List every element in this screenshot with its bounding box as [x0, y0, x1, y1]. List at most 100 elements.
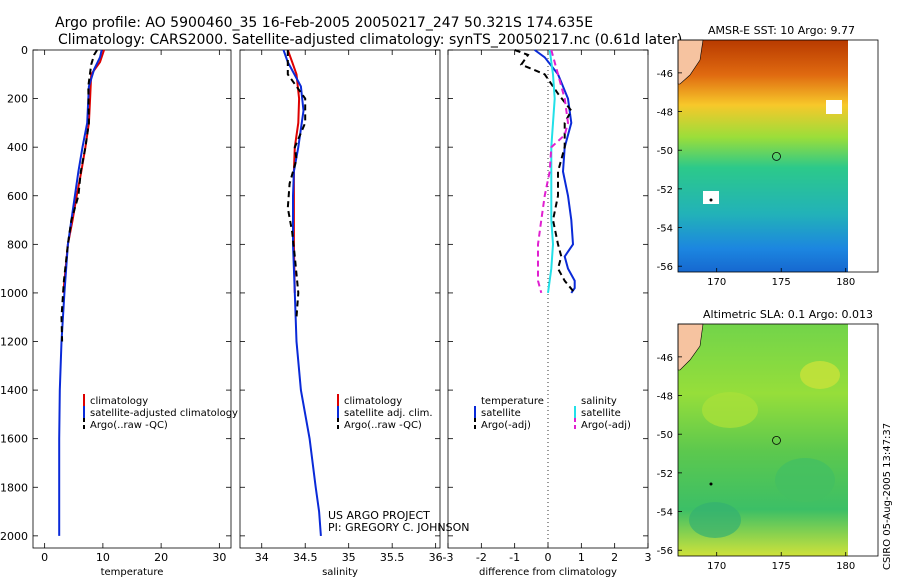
map-y-tick-label: -48: [657, 392, 673, 403]
x-tick-label: 0: [41, 551, 48, 564]
sla-anomaly: [775, 458, 835, 502]
map-x-tick-label: 180: [836, 277, 855, 288]
x-tick-label: -3: [443, 551, 454, 564]
map-x-tick-label: 170: [707, 561, 726, 572]
map-y-tick-label: -54: [657, 224, 673, 235]
salinity-panel: 34 34.5 35 35.5 36 salinity climatologysatelli…: [239, 49, 443, 578]
x-tick-label: 35: [342, 551, 356, 564]
legend-label: Argo(..raw -QC): [90, 420, 168, 431]
sla-map-frame: [677, 323, 879, 557]
difference-panel: -3 -2 -1 0 1 2 3 difference from climatology tem…: [443, 49, 652, 578]
y-tick-label: 1000: [0, 287, 28, 300]
x-tick-label: -2: [476, 551, 487, 564]
y-tick-label: 400: [7, 141, 28, 154]
map-y-tick-label: -50: [657, 430, 673, 441]
series-line-0: [62, 49, 105, 293]
sla-map: Altimetric SLA: 0.1 Argo: 0.013 170 175 18…: [657, 308, 879, 572]
x-tick-label: 20: [154, 551, 168, 564]
figure-title-line2: Climatology: CARS2000. Satellite-adjuste…: [58, 32, 682, 48]
map-x-tick-label: 175: [772, 277, 791, 288]
sst-nodata-patch: [826, 100, 842, 114]
credit-line2: PI: GREGORY C. JOHNSON: [328, 521, 469, 534]
sst-map: AMSR-E SST: 10 Argo: 9.77 170 175 180 -46 -4…: [657, 24, 879, 288]
map-y-tick-label: -46: [657, 69, 673, 80]
sla-nodata-strip: [848, 324, 878, 556]
legend-label: climatology: [344, 396, 402, 407]
sla-map-title: Altimetric SLA: 0.1 Argo: 0.013: [703, 308, 873, 321]
x-tick-label: 35.5: [380, 551, 405, 564]
x-tick-label: 36: [429, 551, 443, 564]
map-y-tick-label: -56: [657, 546, 673, 557]
legend-label: climatology: [90, 396, 148, 407]
side-timestamp: CSIRO 05-Aug-2005 13:47:37: [882, 423, 893, 570]
sst-map-frame: [677, 39, 879, 273]
map-y-tick-label: -56: [657, 262, 673, 273]
legend-label: satellite adj. clim.: [344, 408, 433, 419]
series-line-1: [514, 49, 576, 294]
map-x-tick-label: 180: [836, 561, 855, 572]
temperature-panel: 0 10 20 30 0 200 400 600 800 1000 1200 1400 1600 1800…: [0, 44, 238, 578]
map-y-tick-label: -52: [657, 185, 673, 196]
y-tick-label: 1800: [0, 481, 28, 494]
x-tick-label: 10: [96, 551, 110, 564]
y-tick-label: 0: [21, 44, 28, 57]
sla-island-dot: [709, 482, 713, 486]
legend-label: Argo(-adj): [581, 420, 631, 431]
legend-title: temperature: [481, 396, 544, 407]
sla-argo-marker: [772, 435, 781, 445]
series-line-2: [286, 50, 307, 318]
legend-title: salinity: [581, 396, 617, 407]
x-tick-label: -1: [509, 551, 520, 564]
x-tick-label: 1: [578, 551, 585, 564]
x-tick-label: 30: [212, 551, 226, 564]
x-tick-label: 34.5: [293, 551, 318, 564]
x-tick-label: 34: [255, 551, 269, 564]
sla-anomaly: [689, 502, 741, 538]
sla-map-ticks: 170 175 180 -46 -48 -50 -52 -54 -56: [657, 353, 856, 572]
y-tick-label: 600: [7, 190, 28, 203]
y-tick-label: 1200: [0, 336, 28, 349]
sst-argo-marker: [772, 151, 781, 161]
sst-map-title: AMSR-E SST: 10 Argo: 9.77: [708, 24, 855, 37]
legend-label: satellite-adjusted climatology: [90, 408, 238, 419]
y-tick-label: 1400: [0, 384, 28, 397]
x-axis-label: temperature: [101, 567, 164, 578]
series-line-3: [537, 49, 570, 294]
x-tick-label: 3: [645, 551, 652, 564]
credit-line1: US ARGO PROJECT: [328, 509, 430, 522]
y-tick-label: 2000: [0, 530, 28, 543]
x-tick-label: 2: [611, 551, 618, 564]
figure-title-line1: Argo profile: AO 5900460_35 16-Feb-2005 …: [55, 15, 593, 31]
x-tick-label: 0: [545, 551, 552, 564]
legend-label: Argo(-adj): [481, 420, 531, 431]
map-x-tick-label: 175: [772, 561, 791, 572]
map-x-tick-label: 170: [707, 277, 726, 288]
sst-nodata-patch: [703, 191, 719, 204]
sst-map-ticks: 170 175 180 -46 -48 -50 -52 -54 -56: [657, 69, 856, 288]
legend-label: satellite: [481, 408, 521, 419]
y-tick-label: 1600: [0, 433, 28, 446]
series-line-1: [58, 49, 103, 536]
sst-field: [678, 40, 848, 272]
series-line-2: [60, 49, 98, 342]
plot-frame: [32, 49, 232, 549]
map-y-tick-label: -52: [657, 469, 673, 480]
y-tick-label: 200: [7, 93, 28, 106]
series-line-2: [547, 49, 556, 294]
x-axis-label: difference from climatology: [479, 567, 617, 578]
map-y-tick-label: -54: [657, 508, 673, 519]
sla-anomaly: [800, 361, 840, 389]
series-line-0: [534, 49, 576, 294]
legend-label: Argo(..raw -QC): [344, 420, 422, 431]
x-axis-label: salinity: [322, 567, 358, 578]
sla-anomaly: [702, 392, 758, 428]
legend-label: satellite: [581, 408, 621, 419]
series-line-1: [282, 49, 322, 536]
sst-nodata-strip: [848, 40, 878, 272]
sst-island-dot: [709, 198, 713, 202]
map-y-tick-label: -50: [657, 146, 673, 157]
plot-frame: [239, 49, 441, 549]
map-y-tick-label: -46: [657, 353, 673, 364]
y-tick-label: 800: [7, 238, 28, 251]
